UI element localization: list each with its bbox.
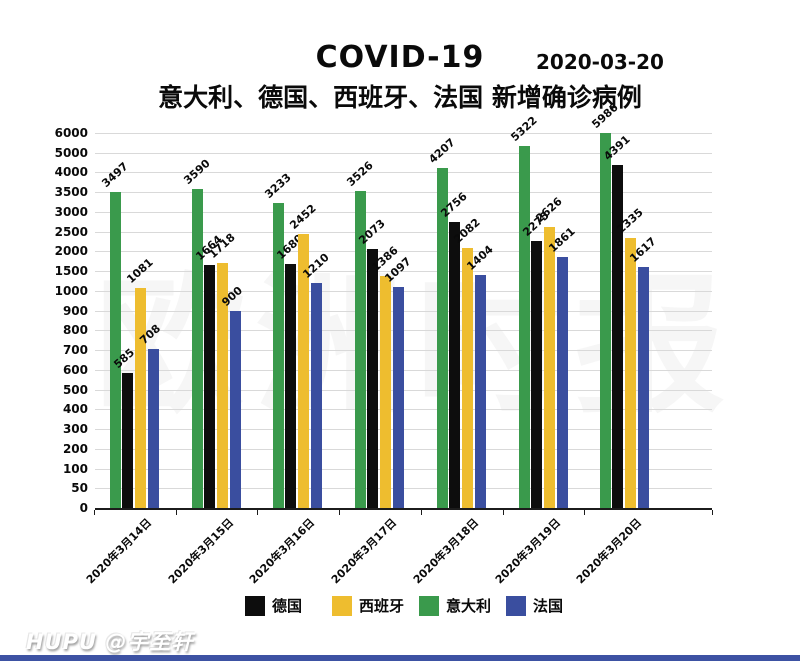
bar <box>216 262 228 508</box>
x-axis-line <box>95 508 712 510</box>
chart-header: COVID-19 2020-03-20 <box>0 40 800 76</box>
bar <box>135 287 146 508</box>
y-axis-tick-label: 100 <box>62 461 88 476</box>
y-axis-tick-label: 2000 <box>54 244 88 259</box>
bar <box>600 133 612 508</box>
chart-subtitle: 意大利、德国、西班牙、法国 新增确诊病例 <box>158 83 642 112</box>
credit-watermark: HUPU @宇至轩 <box>26 630 194 654</box>
y-axis-tick-label: 5000 <box>54 145 88 160</box>
gridline <box>95 192 712 194</box>
bar <box>543 226 555 508</box>
legend-swatch <box>245 595 265 616</box>
bar <box>461 248 473 508</box>
bottom-accent-bar <box>0 655 800 661</box>
chart-title: COVID-19 <box>315 40 485 75</box>
y-axis-tick-label: 2500 <box>54 224 88 239</box>
x-axis-tick <box>502 510 504 515</box>
y-axis-tick-label: 50 <box>71 481 88 496</box>
y-axis-tick-label: 500 <box>62 382 88 397</box>
bar <box>448 221 460 508</box>
bar <box>530 240 542 508</box>
legend-item: 西班牙 <box>332 595 404 616</box>
legend-swatch <box>332 595 352 616</box>
bar-value-label: 2452 <box>287 201 320 232</box>
y-axis-tick-label: 300 <box>62 422 88 437</box>
y-axis-tick-label: 3500 <box>54 185 88 200</box>
bar <box>273 202 285 508</box>
bar <box>556 256 568 508</box>
bar <box>380 275 392 508</box>
bar <box>355 191 367 508</box>
legend-label: 法国 <box>533 597 564 615</box>
x-axis-tick <box>257 510 259 515</box>
legend-label: 西班牙 <box>359 597 405 615</box>
y-axis-tick-label: 3000 <box>54 204 88 219</box>
bar <box>393 287 405 508</box>
bar-value-label: 3526 <box>344 159 376 190</box>
bar <box>298 233 310 508</box>
y-axis-tick-label: 200 <box>62 441 88 456</box>
x-axis-tick <box>584 510 586 515</box>
y-axis-tick-label: 600 <box>62 362 88 377</box>
bar <box>436 168 448 508</box>
bar <box>311 282 323 508</box>
y-axis-tick-label: 1000 <box>54 283 88 298</box>
legend-item: 法国 <box>506 595 563 616</box>
bar <box>285 264 297 508</box>
bar-value-label: 5322 <box>507 114 540 145</box>
bar <box>191 188 203 508</box>
gridline <box>95 231 712 233</box>
x-axis-tick <box>712 510 713 515</box>
legend-swatch <box>506 595 526 616</box>
gridline <box>95 172 712 174</box>
y-axis-tick-label: 1500 <box>54 264 88 279</box>
legend-item: 意大利 <box>419 595 491 616</box>
legend-label: 德国 <box>272 597 303 615</box>
legend: 德国 西班牙 意大利 法国 <box>0 595 800 619</box>
y-axis-tick-label: 700 <box>62 343 88 358</box>
bar <box>367 248 379 508</box>
bar <box>110 192 121 508</box>
x-axis-tick <box>339 510 341 515</box>
legend-swatch <box>419 595 439 616</box>
gridline <box>95 211 712 213</box>
bar-value-label: 3233 <box>262 170 295 201</box>
legend-label: 意大利 <box>446 597 492 615</box>
bar <box>612 164 624 508</box>
bar-value-label: 3497 <box>99 160 131 191</box>
bar <box>518 146 530 508</box>
y-axis-tick-label: 400 <box>62 402 88 417</box>
gridline <box>95 152 712 154</box>
gridline <box>95 271 712 273</box>
chart-date: 2020-03-20 <box>536 50 664 74</box>
bar <box>625 238 637 508</box>
bar <box>474 274 486 508</box>
x-axis-tick <box>94 510 95 515</box>
bar <box>203 264 215 508</box>
legend-item: 德国 <box>245 595 302 616</box>
gridline <box>95 133 712 134</box>
bar <box>148 348 159 508</box>
bar <box>638 266 650 508</box>
bar <box>229 310 241 508</box>
bar-value-label: 4207 <box>426 136 458 167</box>
y-axis-tick-label: 6000 <box>54 126 88 140</box>
y-axis-tick-label: 800 <box>62 323 88 338</box>
y-axis-tick-label: 4000 <box>54 165 88 180</box>
bar <box>122 372 133 508</box>
x-axis-tick <box>420 510 422 515</box>
x-axis-tick <box>175 510 177 515</box>
y-axis-tick-label: 900 <box>62 303 88 318</box>
y-axis-tick-label: 0 <box>79 501 88 515</box>
gridline <box>95 251 712 253</box>
